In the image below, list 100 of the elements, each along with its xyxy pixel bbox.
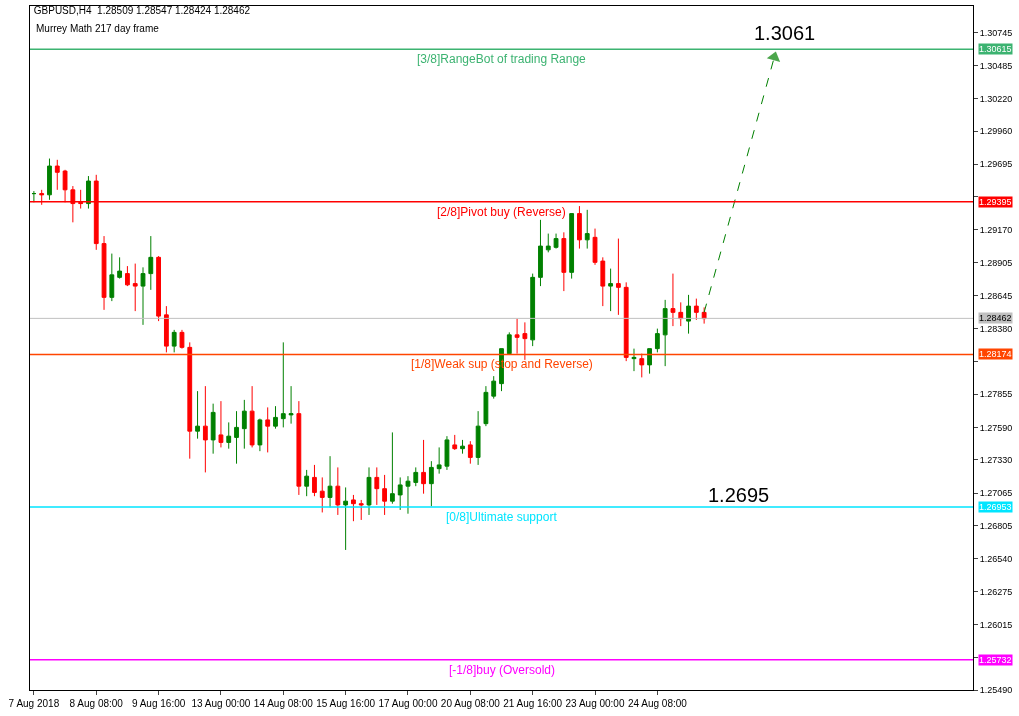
candlestick <box>491 375 497 400</box>
candlestick <box>218 400 224 448</box>
candlestick <box>561 231 567 292</box>
candlestick <box>358 499 364 521</box>
candlestick <box>514 318 520 355</box>
candlestick <box>327 455 333 508</box>
text: Murrey Math 217 day frame <box>36 23 160 34</box>
candlestick <box>608 268 614 312</box>
candlestick <box>163 305 169 353</box>
x-tick-label: 21 Aug 16:00 <box>503 698 563 709</box>
candlestick <box>428 460 434 507</box>
candlestick <box>654 328 660 353</box>
candlestick <box>226 421 232 450</box>
candlestick <box>335 466 341 516</box>
candlestick <box>530 273 536 347</box>
y-tick-label: 1.28380 <box>979 323 1013 334</box>
candlestick <box>351 494 356 522</box>
y-tick-label: 1.30615 <box>979 44 1012 54</box>
y-tick-label: 1.30485 <box>979 60 1013 71</box>
ref-line-label: [0/8]Ultimate support <box>446 510 558 524</box>
candlestick <box>421 439 426 495</box>
candlestick <box>86 175 91 210</box>
candlestick <box>483 385 489 427</box>
x-tick-label: 9 Aug 16:00 <box>131 698 186 709</box>
candlestick <box>312 464 317 497</box>
y-tick-label: 1.26953 <box>979 502 1012 512</box>
x-tick-label: 7 Aug 2018 <box>8 698 60 709</box>
y-tick-label: 1.26275 <box>979 586 1013 597</box>
candlestick <box>600 256 606 307</box>
candlestick <box>460 439 465 455</box>
candlestick <box>467 440 473 465</box>
candlestick <box>125 265 130 287</box>
candlestick <box>592 228 598 266</box>
candlestick <box>623 281 629 362</box>
y-tick-label: 1.27330 <box>979 455 1013 466</box>
ref-line-label: [2/8]Pivot buy (Reverse) <box>437 205 566 219</box>
candlestick <box>210 403 216 455</box>
y-tick-label: 1.30220 <box>979 93 1013 104</box>
y-tick-label: 1.26805 <box>979 520 1013 531</box>
y-tick-label: 1.26540 <box>979 553 1013 564</box>
candlestick <box>444 435 450 471</box>
candlestick <box>343 486 349 551</box>
candlestick <box>569 213 575 280</box>
y-tick-label: 1.25732 <box>979 655 1012 665</box>
candlestick <box>249 385 255 448</box>
candlestick <box>171 329 177 353</box>
y-tick-label: 1.26015 <box>979 619 1013 630</box>
candlestick <box>639 353 645 378</box>
y-tick-label: 1.29395 <box>979 197 1012 207</box>
candlestick <box>475 410 481 466</box>
candlestick <box>545 233 551 253</box>
x-tick-label: 23 Aug 00:00 <box>565 698 625 709</box>
candlestick <box>631 348 637 372</box>
candlestick <box>195 390 200 440</box>
candlestick <box>132 263 138 312</box>
candlestick <box>117 256 123 280</box>
y-tick-label: 1.29960 <box>979 126 1013 137</box>
candlestick <box>366 466 372 516</box>
candlestick <box>577 205 582 250</box>
y-tick-label: 1.29695 <box>979 159 1013 170</box>
chart-title: GBPUSD,H4 1.28509 1.28547 1.28424 1.28462 <box>33 5 251 17</box>
candlestick <box>686 294 691 335</box>
candlestick <box>405 475 411 515</box>
y-tick-label: 1.28645 <box>979 290 1013 301</box>
candlestick <box>280 341 286 428</box>
candlestick <box>647 348 652 375</box>
candlestick <box>202 385 208 473</box>
x-tick-label: 15 Aug 16:00 <box>316 698 376 709</box>
candlestick <box>257 418 263 452</box>
y-tick-label: 1.28174 <box>979 349 1012 359</box>
candlestick <box>234 410 239 465</box>
candlestick <box>273 405 278 430</box>
candlestick <box>374 466 380 506</box>
x-tick-label: 13 Aug 00:00 <box>191 698 251 709</box>
candlestick <box>187 341 193 460</box>
candlestick <box>670 273 676 327</box>
x-tick-label: 20 Aug 08:00 <box>440 698 501 709</box>
candlestick <box>538 219 543 287</box>
y-tick-label: 1.25490 <box>979 685 1013 696</box>
ref-line-label: [-1/8]buy (Oversold) <box>449 663 556 677</box>
y-tick-label: 1.27065 <box>979 488 1013 499</box>
candlestick <box>397 476 403 511</box>
candlestick <box>109 253 115 302</box>
candlestick <box>436 446 442 475</box>
annotation: 1.2695 <box>708 484 770 506</box>
x-tick-label: 14 Aug 08:00 <box>253 698 314 709</box>
candlestick <box>54 159 60 191</box>
candlestick <box>678 301 684 327</box>
candlestick <box>148 235 154 291</box>
candlestick <box>288 385 294 425</box>
y-tick-label: 1.27590 <box>979 422 1013 433</box>
candlestick <box>553 233 559 250</box>
candlestick <box>140 266 146 326</box>
y-tick-label: 1.30745 <box>979 28 1013 39</box>
y-tick-label: 1.28905 <box>979 258 1013 269</box>
candlestick <box>413 466 419 487</box>
candlestick <box>31 190 37 203</box>
candlestick <box>701 306 707 325</box>
candlestick <box>662 299 668 367</box>
x-tick-label: 17 Aug 00:00 <box>378 698 438 709</box>
